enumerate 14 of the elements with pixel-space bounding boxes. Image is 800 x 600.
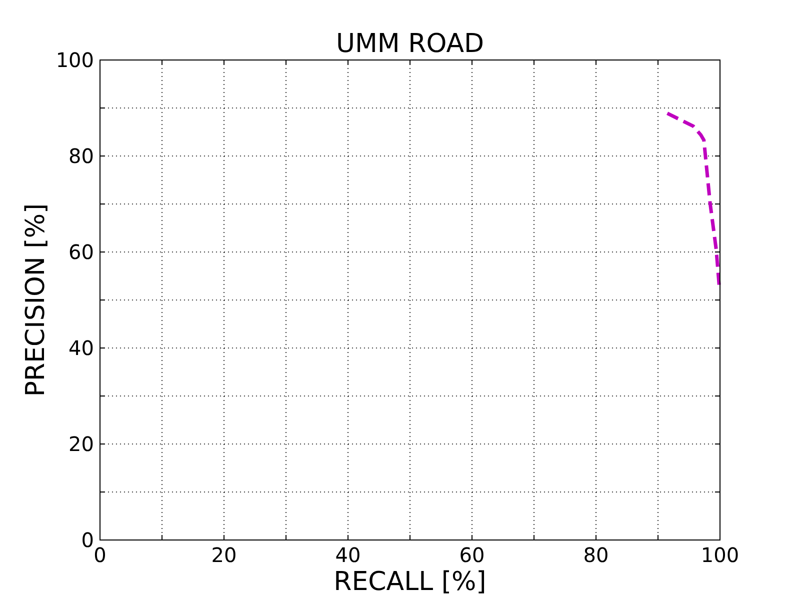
x-tick-label: 20	[211, 543, 237, 567]
x-axis-title: RECALL [%]	[334, 567, 486, 597]
x-tick-label: 100	[700, 543, 740, 567]
y-tick-label: 20	[68, 432, 94, 456]
chart-title: UMM ROAD	[336, 29, 484, 59]
x-tick-label: 60	[459, 543, 485, 567]
y-tick-label: 0	[81, 528, 94, 552]
x-tick-label: 40	[335, 543, 361, 567]
y-tick-label: 60	[68, 240, 94, 264]
x-tick-label: 80	[583, 543, 609, 567]
y-tick-label: 80	[68, 144, 94, 168]
y-axis-title: PRECISION [%]	[21, 203, 51, 397]
y-tick-label: 100	[56, 48, 94, 72]
y-tick-label: 40	[68, 336, 94, 360]
